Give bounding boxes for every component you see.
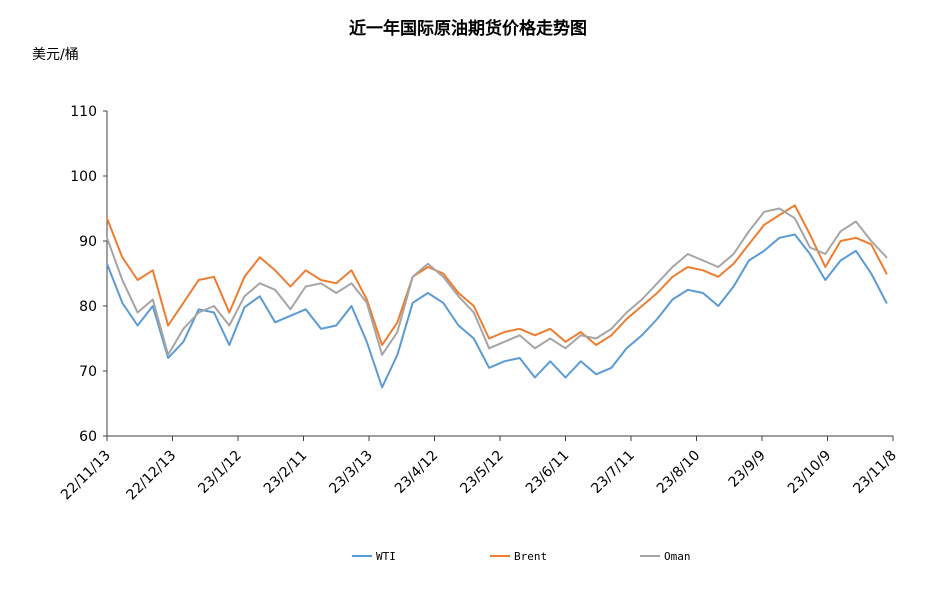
y-tick-label: 110: [70, 104, 97, 120]
x-tick-label: 23/9/9: [726, 448, 769, 491]
x-tick-label: 23/6/11: [523, 448, 572, 497]
x-tick-label: 23/2/11: [261, 448, 310, 497]
x-tick-label: 23/4/12: [392, 448, 441, 497]
x-tick-label: 23/3/13: [326, 448, 375, 497]
x-tick-label: 23/1/12: [195, 448, 244, 497]
x-tick-label: 23/7/11: [588, 448, 637, 497]
y-tick-label: 100: [70, 169, 97, 185]
legend-label-brent: Brent: [514, 550, 547, 563]
chart-axes: 60 70 80 90 100 110 22/11/13 22/12/13 23/1/12 23/…: [58, 104, 900, 503]
x-tick-label: 22/12/13: [124, 448, 180, 504]
chart-series-lines: [106, 204, 888, 389]
series-line-wti: [106, 233, 888, 389]
chart-legend: WTI Brent Oman: [352, 550, 691, 563]
series-line-oman: [106, 207, 888, 356]
y-axis-unit-label: 美元/桶: [32, 47, 79, 63]
x-tick-label: 22/11/13: [58, 448, 114, 504]
series-line-brent: [106, 204, 888, 346]
legend-label-wti: WTI: [376, 550, 396, 563]
y-tick-label: 90: [79, 234, 97, 250]
legend-label-oman: Oman: [664, 550, 691, 563]
x-tick-label: 23/10/9: [785, 448, 834, 497]
y-tick-label: 70: [79, 364, 97, 380]
x-tick-label: 23/8/10: [654, 448, 703, 497]
y-tick-label: 80: [79, 299, 97, 315]
chart-title: 近一年国际原油期货价格走势图: [349, 19, 587, 39]
y-tick-label: 60: [79, 429, 97, 445]
x-tick-label: 23/11/8: [850, 448, 899, 497]
x-tick-label: 23/5/12: [457, 448, 506, 497]
